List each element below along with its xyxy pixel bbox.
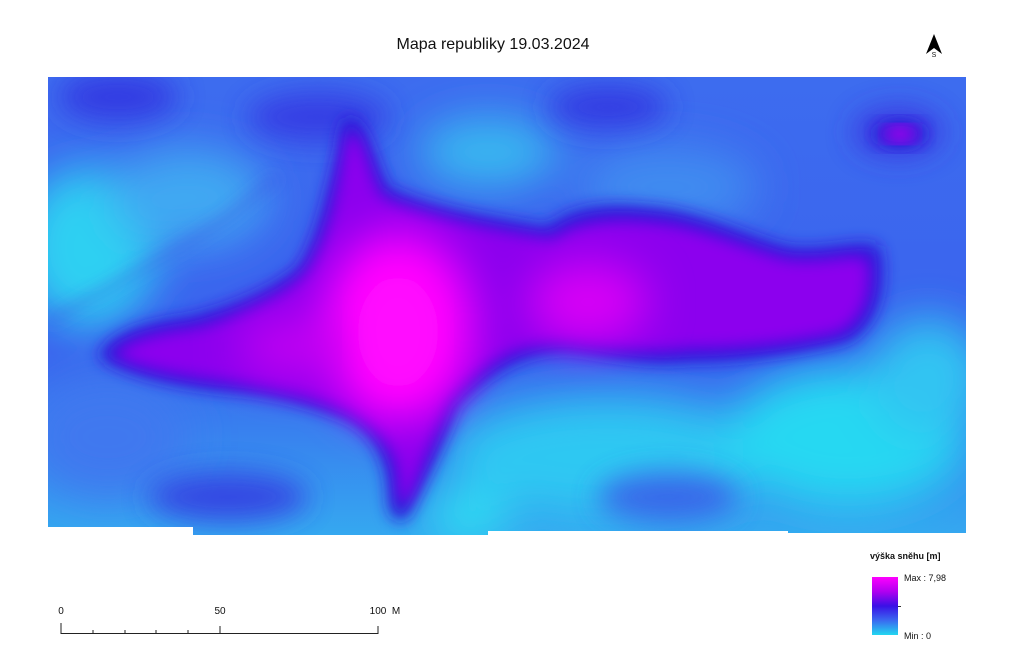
legend-color-ramp	[872, 577, 898, 635]
legend-max-label: Max : 7,98	[904, 573, 947, 583]
scale-unit: M	[391, 606, 401, 617]
north-arrow-label: S	[931, 52, 937, 59]
north-arrow-icon	[922, 32, 946, 64]
scale-label-100: 100	[369, 606, 387, 617]
map-title: Mapa republiky 19.03.2024	[396, 36, 590, 53]
legend-min-label: Min : 0	[904, 631, 932, 641]
snow-depth-map	[48, 77, 966, 535]
legend-mid-tick	[898, 606, 901, 607]
legend-title: výška sněhu [m]	[870, 551, 941, 561]
scale-label-0: 0	[58, 606, 64, 617]
scale-bar: 0 50 100 M	[48, 606, 428, 642]
scale-label-50: 50	[214, 606, 226, 617]
